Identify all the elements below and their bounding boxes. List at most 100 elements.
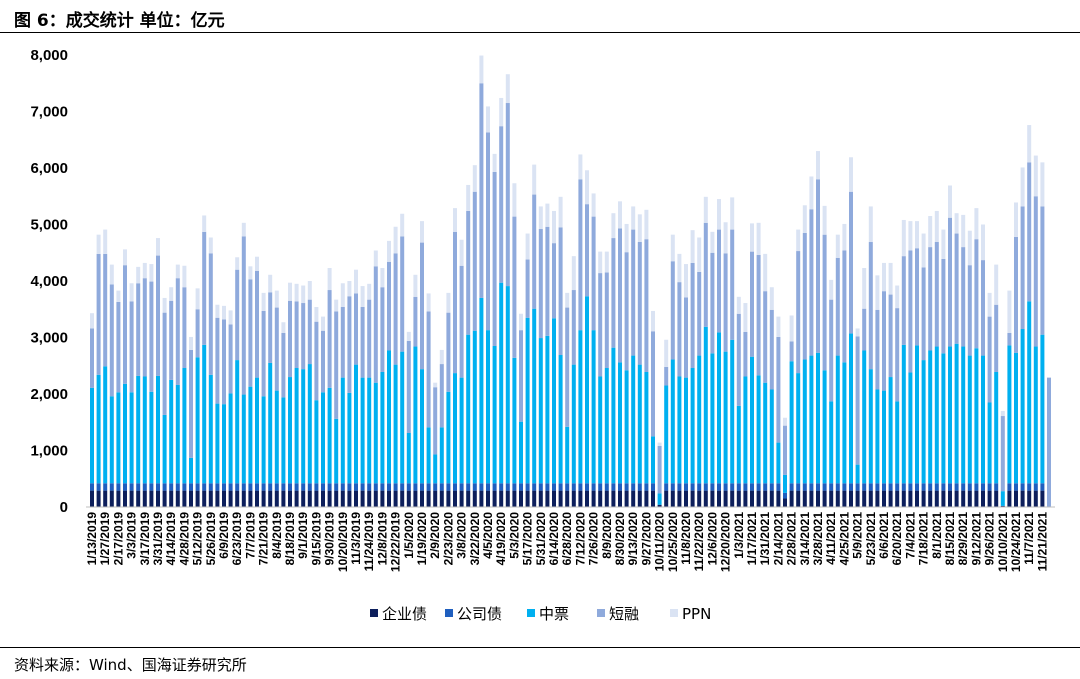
bar-segment-4 [849, 157, 853, 192]
bar-segment-1 [624, 483, 629, 491]
bar-segment-4 [631, 206, 636, 230]
bar-segment-0 [736, 490, 741, 507]
bar-segment-4 [525, 233, 530, 260]
legend: 企业债 公司债 中票 短融 PPN [370, 605, 711, 623]
bar-segment-2 [472, 330, 477, 484]
bar-segment-4 [981, 224, 985, 261]
bar-segment-1 [116, 483, 121, 491]
bar-segment-3 [961, 247, 966, 347]
bar-segment-0 [241, 490, 246, 507]
bar-segment-3 [453, 231, 457, 374]
bar-segment-1 [552, 483, 556, 491]
bar-segment-2 [816, 352, 820, 484]
x-tick-label: 10/20/2019 [336, 512, 350, 572]
bar-segment-4 [215, 304, 220, 318]
chart-title: 图 6：成交统计 单位：亿元 [14, 11, 225, 31]
x-tick-label: 7/7/2019 [243, 512, 257, 559]
bar-segment-3 [651, 331, 655, 437]
bar-segment-3 [730, 229, 735, 340]
bar-segment-0 [222, 490, 226, 507]
bar-segment-0 [934, 490, 939, 507]
bar-segment-3 [684, 297, 688, 378]
bar-segment-4 [420, 221, 424, 243]
bar-segment-2 [901, 344, 906, 484]
bar-segment-4 [928, 216, 933, 248]
bar-segment-3 [895, 308, 900, 402]
x-tick-label: 12/8/2019 [375, 512, 389, 566]
bar-segment-0 [862, 490, 867, 507]
bar-segment-3 [631, 229, 636, 356]
bar-segment-4 [90, 313, 94, 329]
bar-segment-4 [604, 251, 609, 273]
bar-segment-1 [109, 483, 114, 491]
bar-segment-1 [545, 483, 550, 491]
bar-segment-4 [743, 303, 748, 332]
bar-segment-3 [1027, 162, 1032, 302]
x-tick-label: 5/26/2019 [204, 512, 218, 566]
x-tick-label: 6/20/2021 [890, 512, 904, 566]
bar-segment-1 [367, 483, 372, 491]
bar-segment-2 [690, 368, 695, 484]
bar-segment-3 [505, 103, 510, 287]
bar-segment-4 [842, 223, 847, 251]
bar-segment-1 [664, 483, 669, 491]
bar-segment-0 [967, 490, 972, 507]
bar-segment-3 [835, 257, 840, 356]
bar-segment-3 [677, 282, 682, 377]
bar-segment-3 [195, 309, 200, 358]
bar-segment-3 [849, 191, 853, 334]
bar-segment-4 [624, 223, 629, 253]
bar-segment-2 [103, 366, 108, 484]
bar-segment-4 [175, 264, 180, 279]
bar-segment-0 [637, 490, 642, 507]
x-tick-label: 5/3/2020 [507, 512, 521, 559]
bar-segment-3 [763, 291, 768, 383]
bar-segment-2 [1020, 329, 1025, 484]
x-tick-label: 7/12/2020 [573, 512, 587, 566]
bar-segment-0 [908, 490, 913, 507]
bar-segment-3 [565, 307, 570, 427]
bar-segment-4 [387, 240, 391, 262]
bar-segment-2 [228, 393, 233, 484]
bar-segment-4 [1000, 410, 1005, 417]
bar-segment-1 [162, 483, 167, 491]
bar-segment-4 [479, 55, 484, 84]
bar-segment-2 [670, 359, 675, 484]
bar-segment-0 [340, 490, 345, 507]
bar-segment-3 [327, 290, 332, 388]
bar-segment-0 [670, 490, 675, 507]
bar-segment-4 [156, 238, 160, 256]
bar-segment-1 [274, 483, 279, 491]
bar-segment-0 [248, 490, 253, 507]
bar-segment-4 [763, 253, 768, 292]
bar-segment-4 [684, 264, 688, 298]
bar-segment-3 [208, 253, 213, 375]
x-tick-label: 2/23/2020 [441, 512, 455, 566]
bar-segment-4 [591, 193, 596, 217]
bar-segment-3 [604, 272, 609, 369]
bar-segment-4 [987, 292, 992, 317]
bar-segment-2 [208, 374, 213, 484]
bar-segment-0 [406, 490, 411, 507]
source-note: 资料来源：Wind、国海证券研究所 [14, 656, 247, 674]
bar-segment-2 [519, 421, 523, 484]
bar-segment-2 [301, 369, 306, 484]
bar-segment-3 [499, 126, 504, 283]
bar-segment-2 [202, 344, 207, 484]
bar-segment-2 [420, 369, 424, 484]
bar-segment-2 [327, 387, 332, 484]
bar-segment-2 [235, 360, 240, 484]
bar-segment-4 [261, 292, 266, 311]
bar-segment-1 [934, 483, 939, 491]
bar-segment-4 [202, 215, 207, 232]
bar-segment-4 [248, 266, 253, 280]
bar-segment-3 [994, 304, 999, 372]
bar-segment-3 [321, 330, 325, 393]
bar-segment-4 [901, 219, 906, 257]
x-tick-label: 3/17/2019 [138, 512, 152, 566]
bar-segment-4 [796, 229, 801, 252]
bar-segment-3 [1047, 377, 1051, 507]
bar-segment-3 [967, 265, 972, 356]
bar-segment-0 [149, 490, 154, 507]
x-tick-label: 7/4/2021 [903, 512, 917, 559]
